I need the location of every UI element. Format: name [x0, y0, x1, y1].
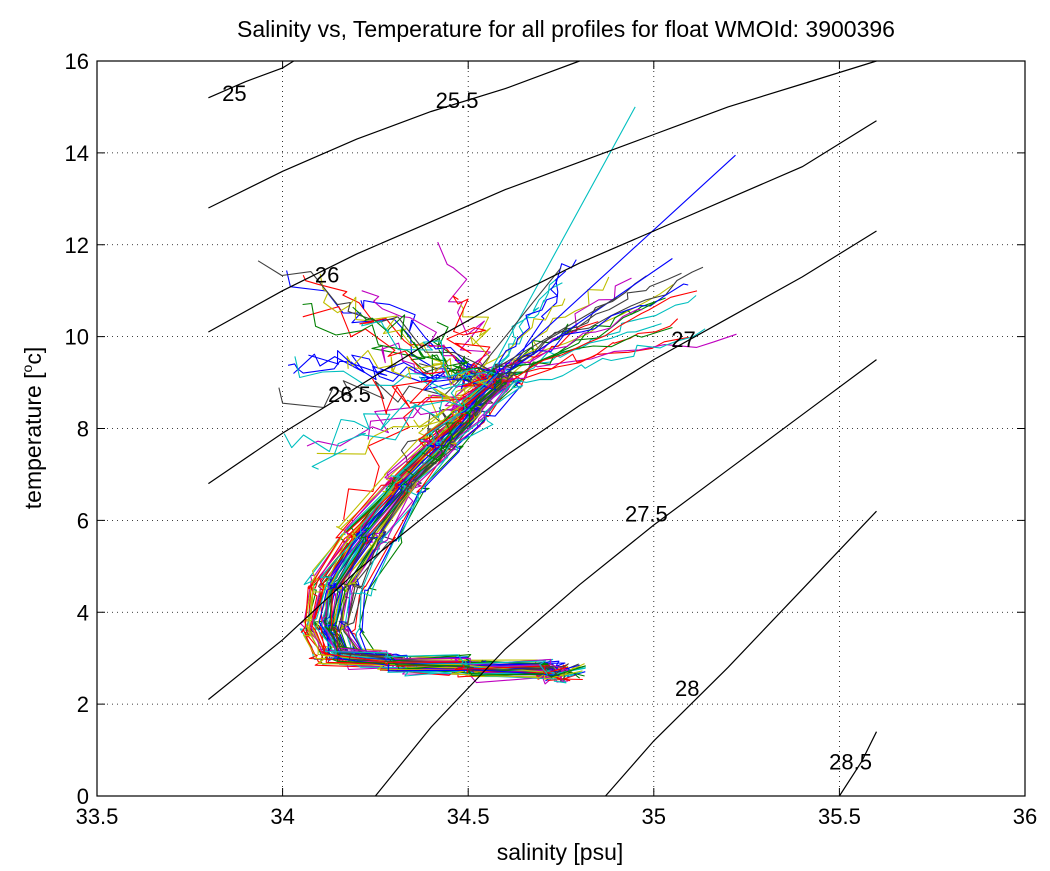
isopycnal-line: [838, 731, 878, 797]
x-tick-label: 35.5: [818, 804, 861, 829]
profile-line: [467, 267, 562, 383]
profile-lines: [257, 106, 737, 685]
isopycnal-label: 25: [222, 81, 246, 106]
profile-line: [330, 290, 698, 681]
x-axis-ticks: 33.5 34 34.5 35 35.5 36: [76, 61, 1037, 829]
isopycnal-line: [208, 60, 877, 333]
isopycnal-line: [208, 60, 295, 99]
y-tick-label: 2: [77, 692, 89, 717]
profile-line: [486, 154, 736, 384]
x-tick-label: 34: [270, 804, 294, 829]
profile-line: [306, 367, 564, 682]
isopycnal-line: [208, 60, 580, 209]
isopycnal-label: 28: [675, 676, 699, 701]
isopycnal-line: [208, 230, 877, 700]
y-tick-label: 14: [65, 141, 89, 166]
y-axis-label: temperature [oc]: [19, 347, 46, 509]
x-tick-label: 33.5: [76, 804, 119, 829]
profile-line: [486, 297, 617, 374]
chart-title: Salinity vs, Temperature for all profile…: [237, 16, 895, 42]
profile-line: [331, 275, 647, 678]
profile-line: [504, 258, 673, 374]
profile-line: [308, 350, 560, 676]
x-tick-label: 34.5: [447, 804, 490, 829]
profile-line: [257, 260, 567, 681]
profile-line: [486, 106, 636, 379]
y-axis-ticks: 0 2 4 6 8 10 12 14 16: [65, 49, 1025, 809]
grid: [97, 61, 1025, 796]
isopycnal-contours: 25 25.5 26 26.5 27 27.5 28 28.5: [208, 60, 878, 797]
y-tick-label: 8: [77, 417, 89, 442]
plot-area-frame: [96, 60, 1026, 797]
profile-line: [311, 370, 548, 676]
profile-line: [321, 308, 643, 671]
isopycnal-label: 27.5: [625, 501, 668, 526]
profile-line: [324, 272, 682, 674]
x-axis-label: salinity [psu]: [497, 839, 624, 865]
isopycnal-line: [208, 120, 877, 485]
isopycnal-label: 26.5: [328, 382, 371, 407]
y-tick-label: 0: [77, 784, 89, 809]
y-tick-label: 16: [65, 49, 89, 74]
isopycnal-label: 25.5: [436, 88, 479, 113]
profile-line: [338, 277, 632, 684]
profile-line: [324, 378, 586, 678]
profile-line: [311, 375, 567, 675]
profile-line: [326, 301, 656, 678]
isopycnal-label: 27: [671, 327, 695, 352]
profile-line: [324, 306, 553, 673]
isopycnal-line: [374, 359, 877, 797]
y-tick-label: 6: [77, 508, 89, 533]
isopycnal-label: 26: [315, 263, 339, 288]
isopycnal-label: 28.5: [829, 750, 872, 775]
x-tick-label: 36: [1013, 804, 1037, 829]
y-tick-label: 4: [77, 600, 89, 625]
y-tick-label: 12: [65, 233, 89, 258]
y-tick-label: 10: [65, 325, 89, 350]
isopycnal-line: [605, 510, 877, 797]
x-tick-label: 35: [642, 804, 666, 829]
